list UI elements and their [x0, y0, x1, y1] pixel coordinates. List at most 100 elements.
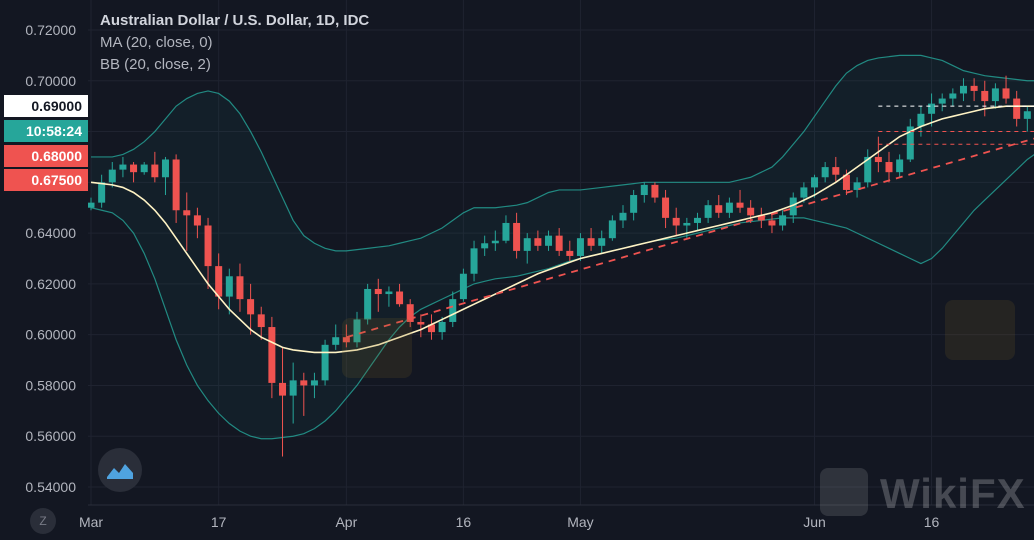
- candle[interactable]: [513, 212, 521, 259]
- candle[interactable]: [236, 263, 244, 312]
- candle[interactable]: [693, 212, 701, 231]
- candle[interactable]: [928, 93, 936, 127]
- candle[interactable]: [374, 278, 382, 312]
- candlesticks[interactable]: [87, 75, 1034, 457]
- candle[interactable]: [119, 156, 127, 178]
- candle[interactable]: [279, 347, 287, 457]
- candle[interactable]: [449, 291, 457, 328]
- candle[interactable]: [938, 93, 946, 112]
- candle[interactable]: [981, 80, 989, 117]
- candle[interactable]: [725, 197, 733, 218]
- candle[interactable]: [130, 162, 138, 183]
- candle[interactable]: [587, 228, 595, 251]
- candle[interactable]: [991, 83, 999, 109]
- candle[interactable]: [970, 78, 978, 102]
- candle[interactable]: [736, 189, 744, 213]
- candle[interactable]: [470, 240, 478, 282]
- candle[interactable]: [534, 230, 542, 251]
- drawings[interactable]: [346, 105, 1034, 339]
- candle[interactable]: [566, 240, 574, 262]
- candle[interactable]: [257, 306, 265, 340]
- candle[interactable]: [247, 283, 255, 335]
- candle[interactable]: [353, 311, 361, 348]
- candle[interactable]: [321, 339, 329, 386]
- candle[interactable]: [630, 189, 638, 221]
- candle[interactable]: [949, 88, 957, 107]
- candle[interactable]: [406, 299, 414, 328]
- candle[interactable]: [1023, 106, 1031, 132]
- candle[interactable]: [342, 324, 350, 348]
- candle[interactable]: [427, 314, 435, 340]
- candle[interactable]: [396, 283, 404, 307]
- candle[interactable]: [300, 372, 308, 416]
- price-tag-068[interactable]: 0.68000: [4, 145, 88, 167]
- candle[interactable]: [161, 156, 169, 196]
- candle[interactable]: [523, 233, 531, 264]
- legend-bb[interactable]: BB (20, close, 2): [100, 56, 211, 73]
- candle[interactable]: [481, 235, 489, 256]
- candle[interactable]: [87, 197, 95, 211]
- candle[interactable]: [364, 283, 372, 325]
- candle[interactable]: [619, 205, 627, 229]
- candle[interactable]: [417, 314, 425, 338]
- candle[interactable]: [225, 268, 233, 315]
- candle[interactable]: [310, 372, 318, 399]
- candle[interactable]: [545, 230, 553, 251]
- candle[interactable]: [268, 316, 276, 399]
- candle[interactable]: [715, 195, 723, 218]
- candle[interactable]: [140, 162, 148, 175]
- candle[interactable]: [874, 136, 882, 173]
- candle[interactable]: [1002, 75, 1010, 104]
- candle[interactable]: [108, 162, 116, 188]
- candle[interactable]: [385, 286, 393, 307]
- candle[interactable]: [821, 162, 829, 183]
- candle[interactable]: [183, 192, 191, 251]
- price-tag-069[interactable]: 0.69000: [4, 95, 88, 117]
- candle[interactable]: [906, 118, 914, 163]
- chart-logo[interactable]: [98, 448, 142, 492]
- trend-line[interactable]: [346, 137, 1034, 339]
- candle[interactable]: [502, 215, 510, 244]
- candle[interactable]: [193, 207, 201, 239]
- candle[interactable]: [459, 268, 467, 302]
- candle[interactable]: [959, 78, 967, 102]
- candle[interactable]: [576, 233, 584, 262]
- zoom-button[interactable]: Z: [30, 508, 56, 534]
- candle[interactable]: [672, 207, 680, 236]
- candle[interactable]: [555, 228, 563, 256]
- candle[interactable]: [811, 174, 819, 198]
- candle[interactable]: [204, 217, 212, 289]
- legend-ma[interactable]: MA (20, close, 0): [100, 34, 213, 51]
- candle[interactable]: [864, 149, 872, 188]
- candle[interactable]: [332, 324, 340, 350]
- candle[interactable]: [438, 316, 446, 340]
- candle[interactable]: [779, 210, 787, 231]
- chart-legend[interactable]: Australian Dollar / U.S. Dollar, 1D, IDC…: [100, 10, 369, 76]
- candle[interactable]: [704, 200, 712, 223]
- candle[interactable]: [172, 154, 180, 223]
- candle[interactable]: [662, 189, 670, 229]
- candle[interactable]: [683, 217, 691, 239]
- candle[interactable]: [768, 212, 776, 234]
- candle[interactable]: [1013, 90, 1021, 127]
- candle[interactable]: [640, 182, 648, 203]
- candle[interactable]: [885, 151, 893, 183]
- candle[interactable]: [789, 192, 797, 223]
- price-tag-0675[interactable]: 0.67500: [4, 169, 88, 191]
- candle[interactable]: [832, 156, 840, 183]
- y-axis[interactable]: 0.720000.700000.680000.660000.640000.620…: [0, 0, 88, 540]
- candle[interactable]: [651, 182, 659, 203]
- candle[interactable]: [215, 253, 223, 310]
- candle[interactable]: [853, 177, 861, 198]
- candle[interactable]: [598, 230, 606, 254]
- candle[interactable]: [98, 174, 106, 208]
- x-axis[interactable]: Mar17Apr16MayJun16Jul: [79, 504, 1034, 540]
- candle[interactable]: [608, 215, 616, 241]
- candle[interactable]: [747, 200, 755, 223]
- candle[interactable]: [151, 151, 159, 183]
- candle[interactable]: [896, 154, 904, 178]
- candle[interactable]: [491, 230, 499, 251]
- candle[interactable]: [289, 362, 297, 424]
